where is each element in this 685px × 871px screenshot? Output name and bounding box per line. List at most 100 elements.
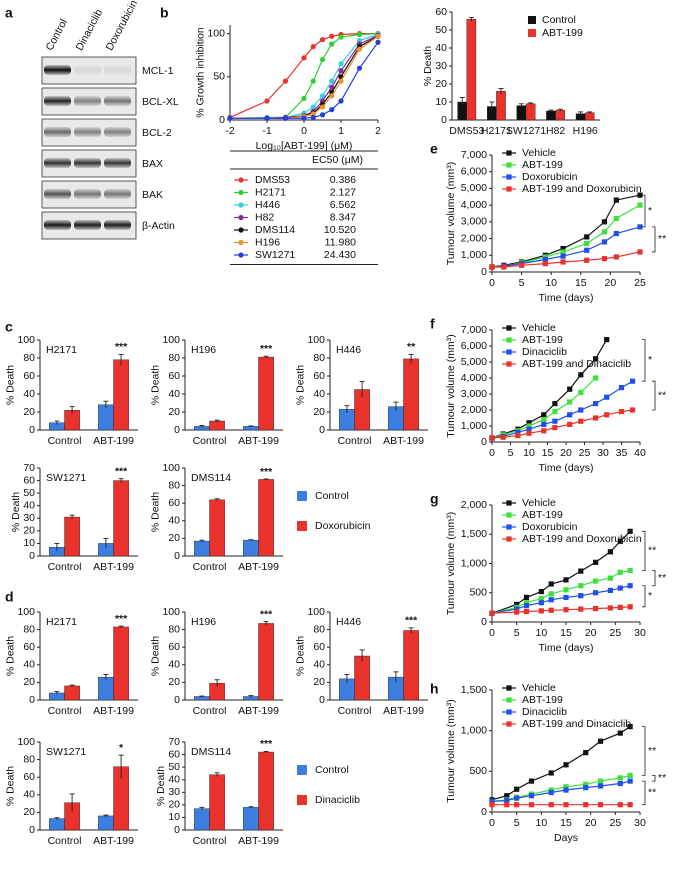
bracket [652,570,656,587]
marker [514,786,520,792]
legend-marker [506,186,512,192]
marker [526,423,532,429]
legend-marker [506,337,512,343]
marker [319,104,326,110]
marker [563,607,569,613]
marker [627,724,633,730]
bar [113,480,129,557]
y-tick-label: 100 [17,606,35,618]
bar [546,110,556,121]
y-tick-label: 3,000 [461,388,487,400]
series-line [491,339,608,439]
blot-band [104,65,131,75]
error-bar [359,649,365,663]
marker [541,417,547,423]
y-axis-label: % Death [4,365,16,405]
marker [593,590,599,596]
legend-label: Vehicle [522,322,556,334]
marker [264,115,270,121]
y-axis-label: Tumour volume (mm³) [445,162,457,265]
x-tick-label: Control [193,835,227,847]
significance: *** [115,341,128,353]
table-name: SW1271 [255,249,295,261]
error-bar [263,750,269,753]
significance: ** [407,341,416,353]
marker [593,375,599,381]
error-bar [393,401,399,412]
marker [607,549,613,555]
marker [528,793,535,799]
marker [578,568,584,574]
series-line [491,726,631,801]
x-tick-label: H82 [546,125,565,137]
marker [583,750,589,756]
bar [194,540,210,557]
marker [282,78,289,84]
marker [329,93,335,99]
y-tick-label: 80 [313,352,325,364]
y-tick-label: 100 [17,736,35,748]
y-tick-label: 20 [168,676,180,688]
legend-label: Dinaciclib [315,794,360,806]
x-tick-label: 5 [519,277,525,289]
table-value: 10.520 [324,224,356,236]
y-tick-label: 40 [168,659,180,671]
bar [243,539,259,557]
marker [504,793,510,799]
marker [563,802,569,808]
y-tick-label: 40 [23,789,35,801]
y-tick-label: 2,000 [461,499,487,511]
legend-label: ABT-199 [542,27,583,39]
marker [526,426,532,432]
y-tick-label: 60 [313,641,325,653]
y-tick-label: 20 [23,806,35,818]
y-tick-label: 70 [168,736,180,748]
error-bar [69,684,75,687]
y-tick-label: 1,500 [461,684,487,696]
marker [578,606,584,612]
bracket [652,226,656,253]
bar [525,103,536,121]
table-name: H446 [255,199,280,211]
marker [617,604,623,610]
y-tick-label: 60 [23,370,35,382]
y-tick-label: 80 [23,753,35,765]
y-tick-label: 10 [168,811,180,823]
y-tick-label: 40 [168,388,180,400]
significance: * [119,742,124,754]
bar [98,815,114,831]
marker [329,78,335,84]
marker [301,115,307,121]
marker [356,46,363,52]
legend-marker [506,512,512,518]
error-bar [54,691,60,695]
error-bar [498,88,504,94]
x-tick-label: Control [193,435,227,447]
marker [548,802,554,808]
marker [319,56,326,63]
y-tick-label: 50 [168,761,180,773]
y-tick-label: 30 [435,60,447,72]
y-tick-label: 20 [23,406,35,418]
x-axis-label: Time (days) [538,462,593,474]
table-key-marker [238,214,244,221]
y-axis-label: % Death [155,766,167,806]
marker [489,264,495,270]
y-axis-label: % Death [294,636,306,676]
bracket [642,339,646,382]
marker [627,802,633,808]
marker [567,399,573,405]
bar [403,630,419,701]
marker [552,425,558,431]
chart-title: H196 [191,616,216,628]
x-tick-label: Control [338,705,372,717]
legend-marker [506,685,512,691]
bar [209,420,225,431]
bar [354,655,370,701]
marker [593,415,599,421]
protein-label: BAK [142,189,163,201]
y-tick-label: 0 [319,694,325,706]
marker [538,600,544,606]
marker [515,429,521,435]
legend-label: Doxorubicin [522,171,578,183]
